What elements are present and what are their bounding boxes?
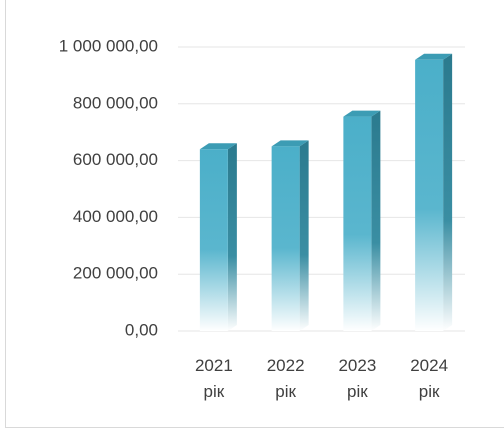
bar-top: [343, 110, 381, 117]
y-tick-label: 800 000,00: [73, 93, 158, 112]
x-tick-label: 2022 рік: [266, 356, 305, 401]
bar-side: [443, 53, 453, 331]
bar-top: [415, 53, 453, 60]
frame-border: [5, 0, 504, 428]
bar-side: [371, 110, 381, 331]
bar-side: [227, 143, 237, 331]
bar-top: [271, 140, 309, 147]
x-tick-label: 2021 рік: [194, 356, 233, 401]
y-tick-label: 200 000,00: [73, 264, 158, 283]
bar: [271, 146, 300, 331]
y-tick-label: 400 000,00: [73, 207, 158, 226]
bar: [343, 116, 372, 331]
x-tick-label: 2024 рік: [410, 356, 449, 401]
x-tick-label: 2023 рік: [338, 356, 377, 401]
y-tick-label: 1 000 000,00: [59, 36, 158, 55]
y-tick-label: 0,00: [125, 320, 158, 339]
bar-top: [199, 143, 237, 150]
bar: [415, 59, 444, 331]
y-tick-label: 600 000,00: [73, 150, 158, 169]
bar: [199, 149, 228, 331]
bar-side: [299, 140, 309, 331]
